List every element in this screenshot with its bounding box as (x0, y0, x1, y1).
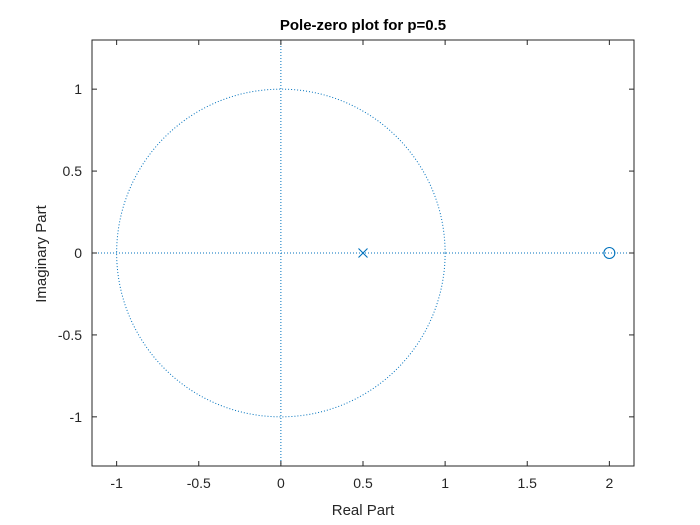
x-tick-label: 2 (605, 475, 613, 491)
y-tick-label: -0.5 (58, 327, 82, 343)
x-tick-label: 0 (277, 475, 285, 491)
y-axis-label: Imaginary Part (33, 204, 50, 302)
zero-marker (603, 246, 616, 260)
y-tick-label: -1 (70, 409, 83, 425)
x-tick-label: -1 (110, 475, 123, 491)
y-tick-label: 0 (74, 245, 82, 261)
x-axis-label: Real Part (332, 502, 395, 519)
y-tick-label: 0.5 (63, 163, 83, 179)
x-tick-label: 1 (441, 475, 449, 491)
chart-title: Pole-zero plot for p=0.5 (280, 17, 446, 34)
plot-area: -1 -0.5 0 0.5 1 1.5 2 1 0.5 0 -0.5 -1 (58, 39, 635, 491)
x-tick-label: 0.5 (353, 475, 373, 491)
x-tick-label: -0.5 (187, 475, 211, 491)
unit-circle (116, 88, 446, 418)
y-tick-label: 1 (74, 81, 82, 97)
x-tick-label: 1.5 (518, 475, 538, 491)
pole-marker (358, 248, 368, 258)
